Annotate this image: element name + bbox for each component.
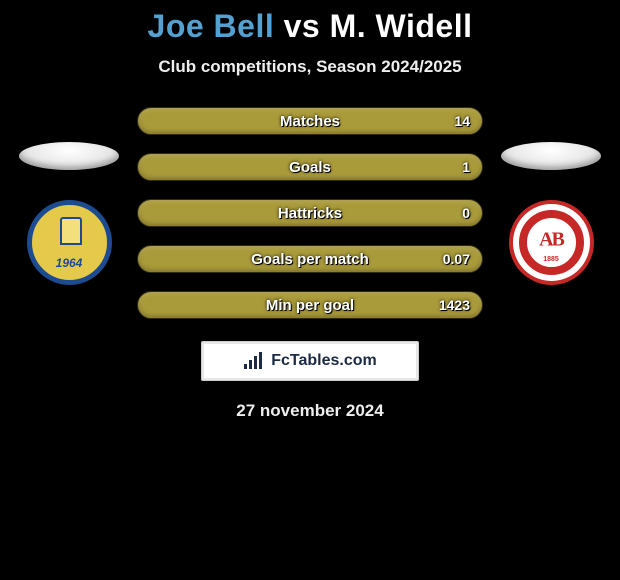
stat-label: Hattricks (138, 205, 482, 222)
stat-row: Goals per match 0.07 (137, 245, 483, 273)
right-crest-year: 1885 (513, 256, 590, 263)
left-crest-year: 1964 (32, 256, 107, 270)
comparison-title: Joe Bell vs M. Widell (148, 8, 473, 45)
comparison-body: 1964 Matches 14 Goals 1 Hattricks 0 Goal… (0, 107, 620, 319)
stat-value: 1 (462, 159, 470, 175)
brand-banner: FcTables.com (201, 341, 419, 381)
subtitle: Club competitions, Season 2024/2025 (158, 57, 461, 77)
stat-value: 0 (462, 205, 470, 221)
stat-row: Min per goal 1423 (137, 291, 483, 319)
vs-text: vs (284, 8, 321, 44)
bar-chart-icon (243, 352, 265, 370)
stat-value: 0.07 (443, 251, 470, 267)
brand-text: FcTables.com (271, 352, 377, 370)
date-text: 27 november 2024 (236, 401, 383, 421)
left-bubble-icon (19, 142, 119, 170)
stats-rows: Matches 14 Goals 1 Hattricks 0 Goals per… (137, 107, 483, 319)
right-crest-monogram: AB (539, 229, 563, 252)
stat-row: Matches 14 (137, 107, 483, 135)
stat-label: Goals (138, 159, 482, 176)
left-column: 1964 (19, 142, 119, 285)
right-column: AB 1885 (501, 142, 601, 285)
stat-value: 1423 (439, 297, 470, 313)
stat-label: Min per goal (138, 297, 482, 314)
stat-label: Goals per match (138, 251, 482, 268)
stat-label: Matches (138, 113, 482, 130)
stat-row: Hattricks 0 (137, 199, 483, 227)
player2-name: M. Widell (330, 8, 473, 44)
player1-name: Joe Bell (148, 8, 275, 44)
stat-row: Goals 1 (137, 153, 483, 181)
right-club-crest: AB 1885 (509, 200, 594, 285)
left-club-crest: 1964 (27, 200, 112, 285)
stat-value: 14 (454, 113, 470, 129)
right-bubble-icon (501, 142, 601, 170)
